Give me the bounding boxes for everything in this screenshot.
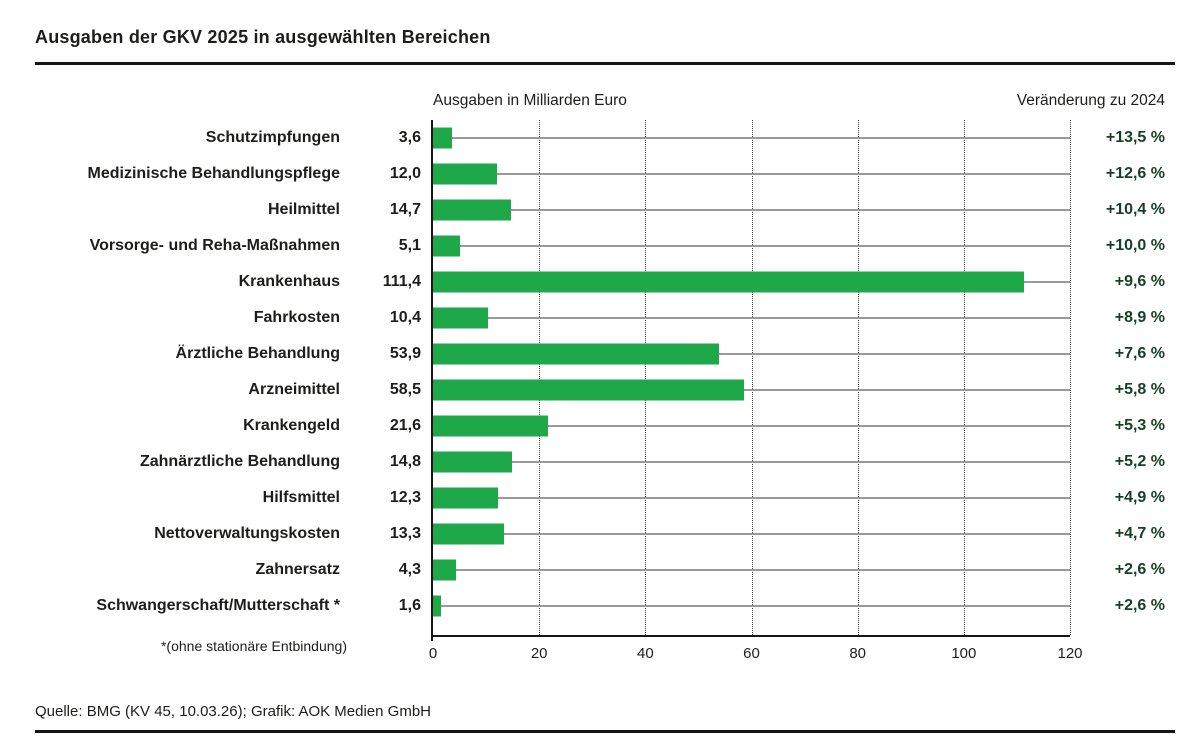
category-label: Nettoverwaltungskosten xyxy=(154,524,340,542)
bar xyxy=(433,451,512,472)
bar xyxy=(433,307,489,328)
change-percent-label: +10,4 % xyxy=(1105,200,1165,218)
change-percent-label: +2,6 % xyxy=(1114,596,1165,614)
value-label: 10,4 xyxy=(389,308,421,326)
value-label: 4,3 xyxy=(398,560,421,578)
page-title: Ausgaben der GKV 2025 in ausgewählten Be… xyxy=(35,27,491,47)
category-label: Krankenhaus xyxy=(238,272,340,290)
vertical-gridline xyxy=(645,120,647,635)
category-label: Ärztliche Behandlung xyxy=(175,344,340,362)
x-axis-tick-label: 100 xyxy=(951,645,977,662)
category-label: Schutzimpfungen xyxy=(205,128,340,146)
category-label: Krankengeld xyxy=(243,416,340,434)
bar xyxy=(433,163,497,184)
change-percent-label: +2,6 % xyxy=(1114,560,1165,578)
vertical-gridline xyxy=(1070,120,1071,635)
change-percent-label: +12,6 % xyxy=(1105,164,1165,182)
x-axis-line xyxy=(431,635,1070,637)
category-label: Vorsorge- und Reha-Maßnahmen xyxy=(89,236,340,254)
value-label: 14,7 xyxy=(389,200,421,218)
category-label: Fahrkosten xyxy=(253,308,340,326)
value-label: 111,4 xyxy=(382,272,421,290)
vertical-gridline xyxy=(963,120,965,635)
vertical-gridline xyxy=(857,120,859,635)
category-label: Schwangerschaft/Mutterschaft * xyxy=(96,596,340,614)
leader-line xyxy=(441,604,1070,607)
bar xyxy=(433,415,548,436)
change-percent-label: +8,9 % xyxy=(1114,308,1165,326)
bar xyxy=(433,523,504,544)
category-label: Heilmittel xyxy=(267,200,340,218)
column-header-change: Veränderung zu 2024 xyxy=(1016,92,1165,109)
leader-line xyxy=(496,172,1070,175)
value-label: 58,5 xyxy=(389,380,421,398)
change-percent-label: +5,3 % xyxy=(1114,416,1165,434)
bar xyxy=(433,127,453,148)
value-label: 12,3 xyxy=(389,488,421,506)
x-axis-tick-label: 20 xyxy=(530,645,548,662)
bar xyxy=(433,343,720,364)
vertical-gridline xyxy=(751,120,753,635)
top-divider-rule xyxy=(35,62,1175,65)
category-label: Hilfsmittel xyxy=(262,488,340,506)
bar xyxy=(433,199,512,220)
leader-line xyxy=(743,388,1070,391)
leader-line xyxy=(455,568,1070,571)
x-axis-tick-label: 0 xyxy=(428,645,438,662)
leader-line xyxy=(503,532,1070,535)
leader-line xyxy=(460,244,1070,247)
category-label: Zahnersatz xyxy=(255,560,340,578)
change-percent-label: +5,8 % xyxy=(1114,380,1165,398)
x-axis-tick-label: 60 xyxy=(743,645,760,662)
source-credit: Quelle: BMG (KV 45, 10.03.26); Grafik: A… xyxy=(35,703,431,720)
value-label: 5,1 xyxy=(398,236,421,254)
leader-line xyxy=(547,424,1070,427)
x-axis-tick-label: 40 xyxy=(636,645,654,662)
leader-line xyxy=(719,352,1070,355)
x-axis-tick-label: 80 xyxy=(849,645,866,662)
bar xyxy=(433,235,461,256)
leader-line xyxy=(511,460,1070,463)
column-header-amount: Ausgaben in Milliarden Euro xyxy=(433,92,627,109)
leader-line xyxy=(1024,280,1070,283)
change-percent-label: +10,0 % xyxy=(1105,236,1165,254)
x-axis-tick-label: 120 xyxy=(1057,645,1083,662)
change-percent-label: +13,5 % xyxy=(1105,128,1165,146)
leader-line xyxy=(511,208,1070,211)
category-label: Zahnärztliche Behandlung xyxy=(139,452,340,470)
leader-line xyxy=(498,496,1070,499)
leader-line xyxy=(488,316,1070,319)
bar xyxy=(433,379,744,400)
bar xyxy=(433,271,1025,292)
value-label: 1,6 xyxy=(398,596,421,614)
bar xyxy=(433,595,442,616)
change-percent-label: +5,2 % xyxy=(1114,452,1165,470)
vertical-gridline xyxy=(539,120,541,635)
bar xyxy=(433,559,456,580)
value-label: 13,3 xyxy=(389,524,421,542)
value-label: 14,8 xyxy=(389,452,421,470)
change-percent-label: +4,9 % xyxy=(1114,488,1165,506)
category-label: Medizinische Behandlungspflege xyxy=(87,164,340,182)
category-label: Arzneimittel xyxy=(248,380,340,398)
bar xyxy=(433,487,499,508)
change-percent-label: +7,6 % xyxy=(1114,344,1165,362)
change-percent-label: +9,6 % xyxy=(1114,272,1165,290)
value-label: 12,0 xyxy=(389,164,421,182)
leader-line xyxy=(452,136,1070,139)
footnote: *(ohne stationäre Entbindung) xyxy=(160,638,347,654)
bottom-divider-rule xyxy=(35,730,1175,733)
value-label: 53,9 xyxy=(389,344,421,362)
value-label: 21,6 xyxy=(389,416,421,434)
y-axis-line xyxy=(431,120,433,641)
value-label: 3,6 xyxy=(398,128,421,146)
change-percent-label: +4,7 % xyxy=(1114,524,1165,542)
